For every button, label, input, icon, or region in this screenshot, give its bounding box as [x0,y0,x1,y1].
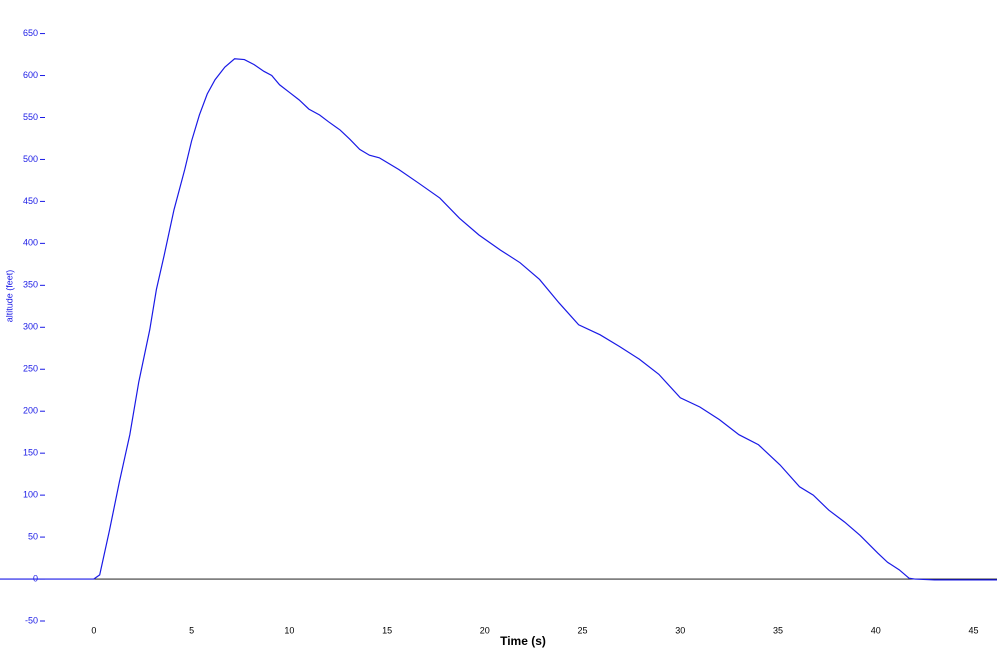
y-tick-label: 150 [23,448,38,458]
y-tick-label: 600 [23,70,38,80]
x-tick-label: 30 [675,625,685,635]
x-tick-label: 40 [871,625,881,635]
x-tick-label: 5 [189,625,194,635]
line-series [0,58,997,581]
y-tick-label: 300 [23,322,38,332]
y-tick-label: 0 [33,573,38,583]
y-tick-label: 550 [23,112,38,122]
y-tick-label: 500 [23,154,38,164]
x-tick-label: 0 [91,625,96,635]
y-tick-label: 100 [23,489,38,499]
x-tick-label: 20 [480,625,490,635]
y-axis-label: altitude (feet) [4,270,14,323]
y-tick-label: 350 [23,280,38,290]
y-tick-label: 650 [23,28,38,38]
x-tick-label: 45 [969,625,979,635]
x-axis-label: Time (s) [500,634,546,648]
x-tick-label: 25 [578,625,588,635]
x-tick-label: 35 [773,625,783,635]
y-tick-label: -50 [25,615,38,625]
y-tick-label: 200 [23,406,38,416]
x-tick-label: 15 [382,625,392,635]
y-tick-label: 450 [23,196,38,206]
y-tick-label: 400 [23,238,38,248]
y-tick-label: 50 [28,531,38,541]
x-tick-label: 10 [284,625,294,635]
y-tick-label: 250 [23,364,38,374]
